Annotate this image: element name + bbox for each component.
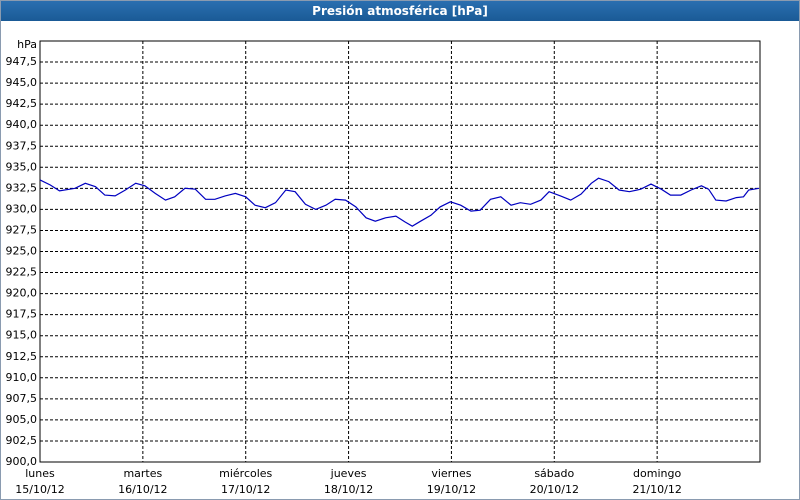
x-tick-date: 19/10/12 [427, 483, 476, 496]
chart: 900,0 902,5 905,0 907,5 910,0 912,5 915,0 917,5… [6, 38, 761, 496]
y-tick-label: 900,0 [6, 455, 38, 468]
y-tick-label: 905,0 [6, 413, 38, 426]
y-tick-label: 932,5 [6, 181, 38, 194]
y-tick-label: 915,0 [6, 329, 38, 342]
x-tick-date: 15/10/12 [15, 483, 64, 496]
x-tick-date: 18/10/12 [324, 483, 373, 496]
x-tick-label: jueves [330, 467, 367, 480]
title-bar: Presión atmosférica [hPa] [1, 1, 799, 21]
y-tick-label: 922,5 [6, 266, 38, 279]
y-tick-label: 940,0 [6, 118, 38, 131]
x-tick-label: sábado [534, 467, 574, 480]
x-tick-date: 20/10/12 [530, 483, 579, 496]
line [39, 177, 760, 227]
y-tick-label: 912,5 [6, 350, 38, 363]
y-tick-label: 942,5 [6, 97, 38, 110]
y-tick-label: 945,0 [6, 76, 38, 89]
y-tick-label: 947,5 [6, 55, 38, 68]
x-tick-label: miércoles [219, 467, 272, 480]
y-tick-label: 907,5 [6, 392, 38, 405]
y-tick-label: 935,0 [6, 160, 38, 173]
x-tick-label: lunes [25, 467, 55, 480]
y-tick-label: 902,5 [6, 434, 38, 447]
y-tick-label: 937,5 [6, 139, 38, 152]
y-tick-label: 920,0 [6, 287, 38, 300]
x-tick-label: domingo [633, 467, 681, 480]
y-tick-label: 927,5 [6, 223, 38, 236]
y-tick-label: 910,0 [6, 371, 38, 384]
x-tick-date: 17/10/12 [221, 483, 270, 496]
x-tick-date: 21/10/12 [632, 483, 681, 496]
plot-border [39, 40, 761, 463]
y-tick-label: 917,5 [6, 308, 38, 321]
y-axis-label: hPa [17, 38, 37, 51]
x-tick-label: viernes [431, 467, 471, 480]
x-tick-date: 16/10/12 [118, 483, 167, 496]
y-tick-label: 925,0 [6, 245, 38, 258]
x-tick-label: martes [123, 467, 162, 480]
y-tick-label: 930,0 [6, 202, 38, 215]
